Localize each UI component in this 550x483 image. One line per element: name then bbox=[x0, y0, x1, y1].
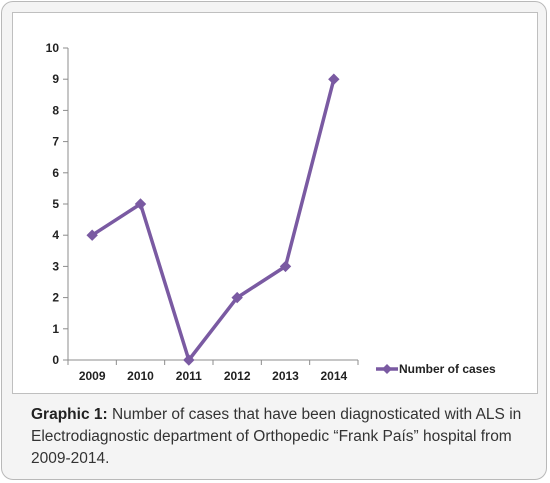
y-tick-label: 1 bbox=[52, 322, 59, 336]
caption-label: Graphic 1: bbox=[31, 406, 108, 423]
y-tick-label: 3 bbox=[52, 259, 59, 273]
x-tick-label: 2013 bbox=[272, 369, 299, 383]
y-tick-label: 10 bbox=[46, 41, 60, 55]
x-tick-label: 2014 bbox=[320, 369, 347, 383]
x-tick-label: 2012 bbox=[224, 369, 251, 383]
y-tick-label: 4 bbox=[52, 228, 59, 242]
y-tick-label: 2 bbox=[52, 291, 59, 305]
y-tick-label: 7 bbox=[52, 135, 59, 149]
data-point bbox=[134, 198, 147, 210]
caption-text: Number of cases that have been diagnosti… bbox=[31, 406, 522, 467]
y-tick-label: 6 bbox=[52, 166, 59, 180]
line-chart: 0 1 2 3 4 5 6 7 8 9 10 2009 2010 2011 2012 2013 2014 Numb… bbox=[46, 41, 496, 383]
y-tick-label: 0 bbox=[52, 353, 59, 367]
y-tick-label: 5 bbox=[52, 197, 59, 211]
x-tick-label: 2010 bbox=[127, 369, 154, 383]
series-line bbox=[91, 78, 336, 362]
y-tick-label: 9 bbox=[52, 72, 59, 86]
data-point bbox=[86, 229, 98, 241]
legend-marker bbox=[382, 364, 392, 374]
x-tick-label: 2011 bbox=[176, 369, 202, 383]
x-tick-label: 2009 bbox=[79, 369, 106, 383]
y-tick-label: 8 bbox=[52, 103, 59, 117]
chart-panel bbox=[12, 12, 538, 394]
figure-caption: Graphic 1: Number of cases that have bee… bbox=[31, 404, 531, 470]
data-point bbox=[279, 260, 292, 273]
data-point bbox=[183, 354, 195, 366]
legend-label: Number of cases bbox=[399, 362, 496, 376]
data-point bbox=[231, 291, 243, 304]
data-point bbox=[328, 73, 340, 85]
